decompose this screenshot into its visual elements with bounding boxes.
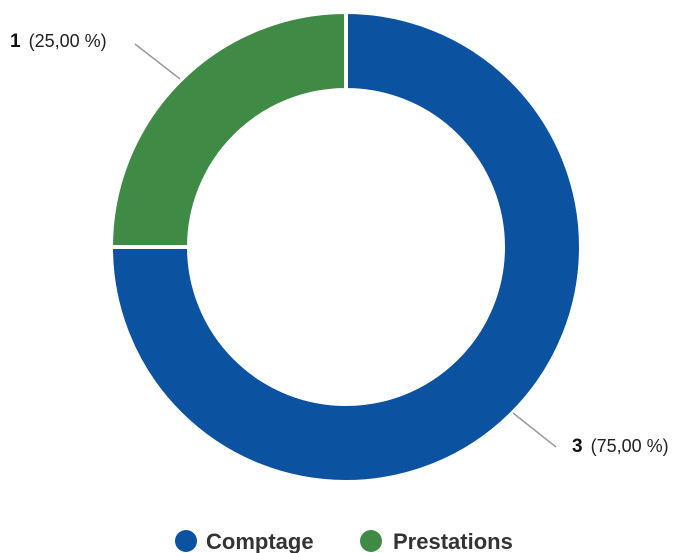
slice-comptage[interactable] (108, 9, 583, 484)
legend-swatch-comptage (175, 530, 197, 552)
data-label-percent: (75,00 %) (591, 436, 669, 456)
data-labels: 3 (75,00 %) 1 (25,00 %) (10, 31, 669, 457)
data-label-value: 1 (10, 31, 21, 52)
legend-label-prestations: Prestations (393, 529, 513, 553)
leader-line-prestations (134, 43, 181, 80)
data-label-comptage: 3 (75,00 %) (572, 436, 669, 457)
legend-swatch-prestations (360, 530, 382, 552)
legend-item-comptage[interactable]: Comptage (175, 529, 314, 553)
data-label-prestations: 1 (25,00 %) (10, 31, 107, 52)
data-label-percent: (25,00 %) (29, 31, 107, 51)
slice-prestations[interactable] (108, 9, 348, 249)
leader-line-comptage (512, 412, 557, 448)
leader-lines (134, 43, 557, 448)
legend: Comptage Prestations (175, 529, 513, 553)
data-label-value: 3 (572, 436, 583, 457)
donut-slices (108, 9, 583, 484)
legend-item-prestations[interactable]: Prestations (360, 529, 513, 553)
legend-label-comptage: Comptage (206, 529, 314, 553)
